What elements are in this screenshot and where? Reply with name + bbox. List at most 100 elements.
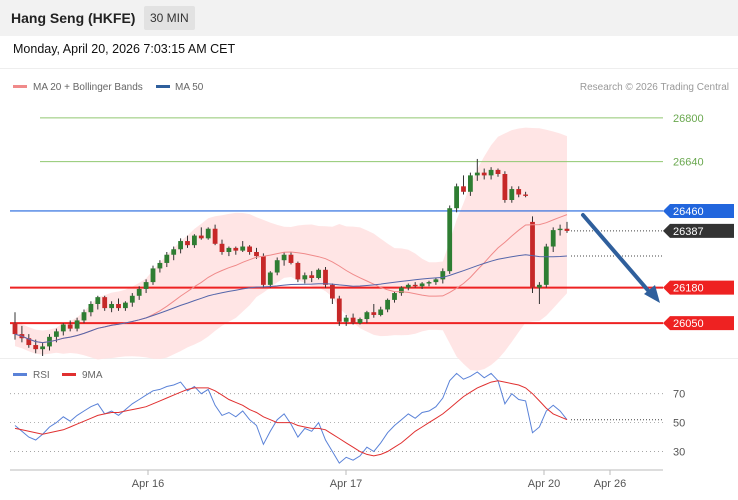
rsi-ma-line [14, 380, 568, 457]
candle-bull [433, 279, 439, 283]
candle-bear [523, 194, 528, 196]
legend-ma20-label: MA 20 + Bollinger Bands [33, 82, 143, 93]
support-tag [663, 280, 734, 295]
candle-bull [192, 235, 197, 246]
candle-bear [254, 252, 259, 257]
candle-bull [343, 317, 349, 322]
candle-bear [233, 247, 239, 251]
candle-bull [178, 241, 183, 250]
candle-bear [564, 228, 570, 231]
candle-bear [247, 246, 252, 252]
legend-9ma-swatch [62, 373, 76, 376]
candle-bear [26, 338, 32, 346]
candle-bear [288, 254, 294, 263]
resistance-label: 26800 [673, 113, 704, 125]
candle-bull [537, 284, 542, 288]
candle-bear [219, 243, 225, 252]
candle-bull [109, 304, 114, 309]
candle-bull [88, 304, 94, 313]
candle-bull [150, 268, 156, 283]
candle-bull [40, 346, 45, 350]
candle-bear [502, 174, 508, 200]
candle-bull [129, 295, 135, 303]
candle-bull [143, 282, 149, 289]
rsi-line [14, 371, 568, 464]
chart-title: Hang Seng (HKFE) [11, 10, 136, 26]
rsi-tick-label: 70 [673, 389, 685, 401]
chart-header: Hang Seng (HKFE) 30 MIN [0, 0, 738, 36]
credit-text: Research © 2026 Trading Central [580, 82, 729, 93]
candle-bear [295, 262, 301, 280]
candle-bull [95, 297, 101, 304]
forecast-arrowhead [644, 285, 660, 303]
candle-bull [419, 283, 425, 287]
moving-averages [14, 214, 568, 344]
last-price-label: 26387 [673, 226, 704, 238]
candle-bull [392, 293, 397, 300]
candle-bear [309, 275, 315, 278]
legend-9ma-label: 9MA [82, 370, 103, 381]
candle-bear [495, 169, 501, 174]
price-levels: 26800 26640 26460 26387 26180 26050 [10, 113, 734, 331]
x-tick-label: Apr 16 [132, 478, 164, 490]
candles [12, 158, 570, 356]
candle-bear [336, 298, 342, 322]
candle-bull [357, 319, 363, 324]
candle-bear [102, 297, 108, 309]
divider [0, 68, 738, 69]
candle-bull [557, 228, 563, 231]
support-label: 26050 [673, 318, 704, 330]
candle-bear [461, 186, 466, 192]
legend-ma50-label: MA 50 [175, 82, 204, 93]
candle-bear [323, 269, 328, 285]
candle-bull [281, 254, 287, 261]
candle-bull [385, 299, 390, 310]
candle-bull [171, 249, 177, 255]
x-tick-label: Apr 17 [330, 478, 362, 490]
x-tick-label: Apr 26 [594, 478, 626, 490]
candle-bear [530, 221, 535, 288]
candle-bull [81, 312, 87, 321]
divider [0, 358, 738, 359]
candle-bull [509, 189, 515, 200]
candle-bear [412, 284, 418, 287]
chart-datetime: Monday, April 20, 2026 7:03:15 AM CET [13, 42, 236, 56]
candle-bull [316, 269, 321, 278]
x-tick-label: Apr 20 [528, 478, 560, 490]
candle-bull [240, 246, 246, 251]
candle-bull [488, 169, 494, 176]
forecast-arrow [581, 213, 654, 297]
candle-bull [474, 172, 480, 176]
bollinger-band-area [15, 127, 567, 371]
candle-bull [226, 247, 232, 252]
candle-bull [267, 272, 273, 285]
candle-bear [261, 256, 266, 285]
candle-bull [447, 208, 453, 272]
candle-bear [67, 324, 73, 329]
bollinger-bands [15, 127, 567, 371]
interval-badge[interactable]: 30 MIN [144, 6, 195, 30]
candle-bear [330, 284, 335, 299]
pivot-label: 26460 [673, 206, 704, 218]
candle-bull [123, 302, 128, 309]
candle-bull [543, 246, 549, 285]
legend-rsi-swatch [13, 373, 27, 376]
candle-bull [550, 230, 556, 247]
candle-bear [481, 172, 487, 176]
candle-bull [302, 275, 308, 280]
legend-rsi-label: RSI [33, 370, 50, 381]
rsi-tick-label: 50 [673, 418, 685, 430]
candle-bull [440, 271, 446, 280]
candle-bear [371, 312, 377, 315]
candle-bull [74, 320, 80, 329]
candle-bull [405, 284, 411, 288]
candle-bull [468, 175, 473, 192]
pivot-tag [663, 203, 734, 218]
legend-ma20-swatch [13, 85, 27, 88]
support-label: 26180 [673, 283, 704, 295]
candle-bull [274, 260, 280, 273]
resistance-label: 26640 [673, 157, 704, 169]
x-axis: Apr 16 Apr 17 Apr 20 Apr 26 [10, 469, 663, 490]
candle-bull [54, 331, 59, 337]
